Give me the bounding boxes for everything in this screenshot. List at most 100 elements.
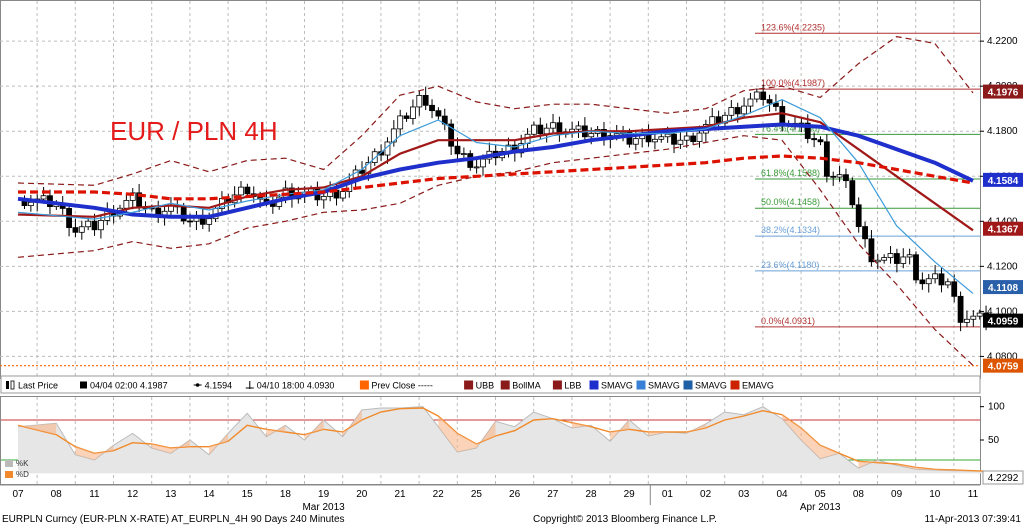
- fib-level-label: 23.6%(4.1180): [761, 260, 819, 270]
- candle-body: [658, 136, 665, 140]
- candle-body: [390, 128, 397, 143]
- stoch-divergence-fill: [571, 422, 591, 428]
- legend-item-label: UBB: [476, 381, 495, 391]
- candle-body: [690, 135, 697, 143]
- candle-body: [85, 220, 92, 228]
- smavg-thick-line: [17, 122, 974, 219]
- price-tag: [983, 84, 1023, 99]
- y-tick-label: 4.1800: [987, 126, 1018, 137]
- candle-body: [811, 138, 818, 141]
- lbb-line: [17, 135, 974, 366]
- footer: EURPLN Curncy (EUR-PLN X-RATE) AT_EURPLN…: [2, 514, 1021, 525]
- legend-item-label: LBB: [564, 381, 581, 391]
- candle-body: [397, 115, 404, 130]
- candle-body: [951, 281, 958, 297]
- stoch-divergence-fill: [94, 445, 114, 460]
- footer-left: EURPLN Curncy (EUR-PLN X-RATE) AT_EURPLN…: [2, 514, 345, 525]
- legend-swatch-icon: [636, 380, 646, 390]
- stoch-legend-swatch-icon: [5, 460, 13, 467]
- candle-body: [575, 125, 582, 130]
- legend-item-label: SMAVG: [601, 381, 633, 391]
- stoch-divergence-fill: [304, 420, 324, 440]
- candle-body: [410, 106, 416, 119]
- candle-body: [416, 94, 423, 108]
- x-tick-label: 19: [318, 489, 330, 500]
- stochastic-panel: 50 100 %K %D 4.2292: [1, 402, 1024, 485]
- candle-body: [944, 281, 951, 286]
- x-month-label: Mar 2013: [302, 502, 345, 513]
- candle-body: [91, 220, 98, 231]
- candle-body: [66, 208, 72, 228]
- legend-item-label: EMAVG: [742, 381, 774, 391]
- candle-body: [862, 226, 868, 240]
- x-tick-label: 10: [929, 489, 941, 500]
- stoch-divergence-fill: [476, 421, 496, 448]
- x-tick-label: 27: [547, 489, 559, 500]
- candle-body: [454, 145, 461, 155]
- candle-body: [957, 295, 964, 323]
- candle-body: [238, 186, 244, 196]
- candle-body: [123, 200, 130, 209]
- stoch-divergence-fill: [896, 464, 916, 470]
- stoch-divergence-fill: [858, 460, 878, 468]
- ubb-line: [17, 36, 974, 186]
- bollma-line: [17, 112, 974, 232]
- candle-body: [881, 257, 888, 261]
- price-tag-label: 4.0759: [988, 362, 1019, 373]
- x-tick-label: 25: [471, 489, 483, 500]
- legend-item-label: BollMA: [512, 381, 541, 391]
- fib-level-label: 0.0%(4.0931): [761, 316, 815, 326]
- x-tick-label: 13: [165, 489, 177, 500]
- stoch-divergence-fill: [801, 428, 821, 459]
- x-tick-label: 21: [394, 489, 406, 500]
- legend-bar: Last Price 04/04 02:00 4.1987 4.1594 04/10 …: [0, 375, 981, 394]
- price-tag-label: 4.1367: [988, 225, 1019, 236]
- stoch-divergence-fill: [953, 470, 973, 471]
- candle-body: [696, 132, 703, 143]
- candle-body: [925, 278, 932, 285]
- close-marker-icon: [195, 383, 200, 387]
- fib-level-label: 100.0%(4.1987): [761, 78, 825, 88]
- footer-center: Copyright© 2013 Bloomberg Finance L.P.: [533, 514, 717, 525]
- candle-body: [543, 127, 550, 135]
- candle-body: [804, 122, 811, 139]
- stoch-k-area: [18, 406, 989, 474]
- candle-body: [473, 166, 480, 169]
- x-tick-label: 02: [700, 489, 712, 500]
- legend-swatch-icon: [359, 380, 369, 390]
- candle-body: [932, 273, 939, 280]
- candle-body: [760, 91, 767, 100]
- candle-body: [187, 220, 193, 223]
- stoch-tick-label: 100: [988, 402, 1005, 413]
- legend-item-label: Last Price: [18, 381, 58, 391]
- candle-body: [652, 138, 658, 143]
- candle-body: [734, 107, 741, 115]
- legend-item-label: SMAVG: [695, 381, 727, 391]
- y-tick-label: 4.1000: [987, 306, 1018, 317]
- candle-body: [964, 318, 970, 323]
- price-tag-label: 4.1584: [988, 176, 1019, 187]
- candle-body: [887, 253, 894, 258]
- candle-body: [913, 254, 919, 281]
- candle-body: [728, 107, 735, 116]
- stoch-legend-label: %K: [16, 459, 29, 468]
- price-tag: [983, 280, 1023, 295]
- stoch-tick-label: 50: [988, 435, 1000, 446]
- candle-body: [40, 195, 47, 200]
- candle-body: [900, 256, 907, 264]
- indicator-lines: [17, 36, 974, 366]
- candle-body: [422, 94, 429, 106]
- chart-title: EUR / PLN 4H: [110, 116, 278, 146]
- price-tag-label: 4.0959: [988, 317, 1019, 328]
- candle-body: [773, 102, 779, 107]
- candle-body: [339, 191, 346, 199]
- stoch-divergence-fill: [934, 469, 954, 471]
- legend-swatch-icon: [589, 380, 599, 390]
- stoch-divergence-fill: [151, 444, 171, 454]
- stoch-divergence-fill: [820, 445, 840, 459]
- x-tick-label: 01: [662, 489, 674, 500]
- candle-body: [435, 110, 442, 117]
- candle-body: [72, 227, 79, 233]
- candle-body: [531, 124, 537, 135]
- legend-swatch-icon: [552, 380, 562, 390]
